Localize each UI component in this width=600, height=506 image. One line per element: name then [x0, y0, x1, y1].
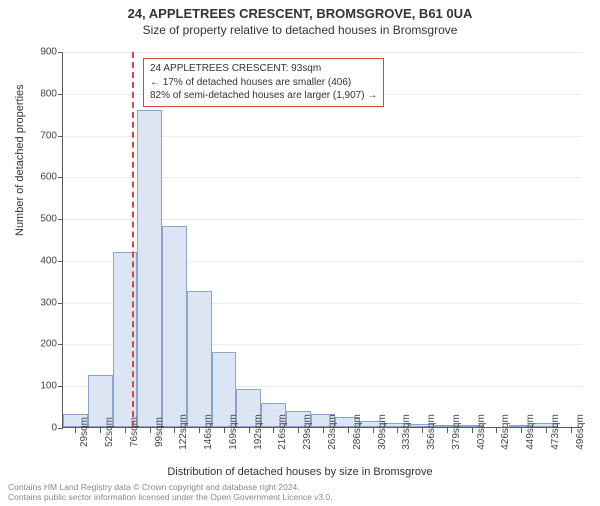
- xtick-mark: [521, 428, 522, 433]
- reference-line: [132, 52, 134, 427]
- xtick-label: 146sqm: [203, 414, 214, 450]
- xtick-mark: [496, 428, 497, 433]
- annotation-box: 24 APPLETREES CRESCENT: 93sqm← 17% of de…: [143, 58, 384, 107]
- xtick-mark: [571, 428, 572, 433]
- xtick-label: 426sqm: [500, 414, 511, 450]
- xtick-mark: [100, 428, 101, 433]
- xtick-mark: [373, 428, 374, 433]
- xtick-label: 496sqm: [575, 414, 586, 450]
- xtick-mark: [422, 428, 423, 433]
- annotation-line: 24 APPLETREES CRESCENT: 93sqm: [150, 62, 377, 76]
- xtick-label: 379sqm: [451, 414, 462, 450]
- footer-line-2: Contains public sector information licen…: [8, 492, 333, 502]
- xtick-label: 286sqm: [352, 414, 363, 450]
- ytick-label: 300: [27, 297, 57, 308]
- ytick-label: 0: [27, 423, 57, 434]
- chart-container: 010020030040050060070080090029sqm52sqm76…: [62, 52, 582, 428]
- xtick-mark: [447, 428, 448, 433]
- xtick-mark: [125, 428, 126, 433]
- ytick-label: 200: [27, 339, 57, 350]
- plot-area: 010020030040050060070080090029sqm52sqm76…: [62, 52, 582, 428]
- histogram-bar: [137, 110, 162, 428]
- xtick-label: 263sqm: [327, 414, 338, 450]
- ytick-mark: [58, 261, 63, 262]
- xtick-label: 239sqm: [302, 414, 313, 450]
- xtick-label: 192sqm: [253, 414, 264, 450]
- xtick-label: 309sqm: [377, 414, 388, 450]
- xtick-mark: [150, 428, 151, 433]
- xtick-mark: [546, 428, 547, 433]
- xtick-mark: [75, 428, 76, 433]
- gridline: [63, 52, 582, 53]
- xtick-label: 356sqm: [426, 414, 437, 450]
- xtick-label: 122sqm: [178, 414, 189, 450]
- ytick-mark: [58, 344, 63, 345]
- xtick-mark: [298, 428, 299, 433]
- histogram-bar: [187, 291, 212, 427]
- xtick-label: 52sqm: [104, 417, 115, 447]
- xtick-mark: [174, 428, 175, 433]
- xtick-mark: [199, 428, 200, 433]
- footer-line-1: Contains HM Land Registry data © Crown c…: [8, 482, 333, 492]
- x-axis-label: Distribution of detached houses by size …: [0, 466, 600, 478]
- xtick-mark: [472, 428, 473, 433]
- xtick-mark: [249, 428, 250, 433]
- ytick-label: 600: [27, 172, 57, 183]
- xtick-label: 169sqm: [228, 414, 239, 450]
- ytick-label: 800: [27, 88, 57, 99]
- xtick-label: 29sqm: [79, 417, 90, 447]
- annotation-line: ← 17% of detached houses are smaller (40…: [150, 76, 377, 90]
- annotation-line: 82% of semi-detached houses are larger (…: [150, 89, 377, 103]
- ytick-mark: [58, 386, 63, 387]
- ytick-mark: [58, 219, 63, 220]
- xtick-label: 449sqm: [525, 414, 536, 450]
- ytick-label: 500: [27, 214, 57, 225]
- ytick-label: 400: [27, 255, 57, 266]
- ytick-label: 700: [27, 130, 57, 141]
- xtick-label: 216sqm: [277, 414, 288, 450]
- xtick-label: 403sqm: [476, 414, 487, 450]
- page-title-address: 24, APPLETREES CRESCENT, BROMSGROVE, B61…: [0, 6, 600, 21]
- xtick-label: 99sqm: [154, 417, 165, 447]
- xtick-label: 76sqm: [129, 417, 140, 447]
- xtick-mark: [348, 428, 349, 433]
- ytick-mark: [58, 303, 63, 304]
- xtick-label: 473sqm: [550, 414, 561, 450]
- ytick-mark: [58, 94, 63, 95]
- ytick-mark: [58, 136, 63, 137]
- histogram-bar: [162, 226, 187, 427]
- ytick-mark: [58, 177, 63, 178]
- ytick-label: 100: [27, 381, 57, 392]
- ytick-mark: [58, 428, 63, 429]
- xtick-mark: [323, 428, 324, 433]
- xtick-mark: [397, 428, 398, 433]
- xtick-mark: [273, 428, 274, 433]
- footer-attribution: Contains HM Land Registry data © Crown c…: [8, 482, 333, 502]
- page-subtitle: Size of property relative to detached ho…: [0, 23, 600, 37]
- ytick-mark: [58, 52, 63, 53]
- xtick-label: 333sqm: [401, 414, 412, 450]
- ytick-label: 900: [27, 47, 57, 58]
- y-axis-label: Number of detached properties: [14, 84, 26, 236]
- xtick-mark: [224, 428, 225, 433]
